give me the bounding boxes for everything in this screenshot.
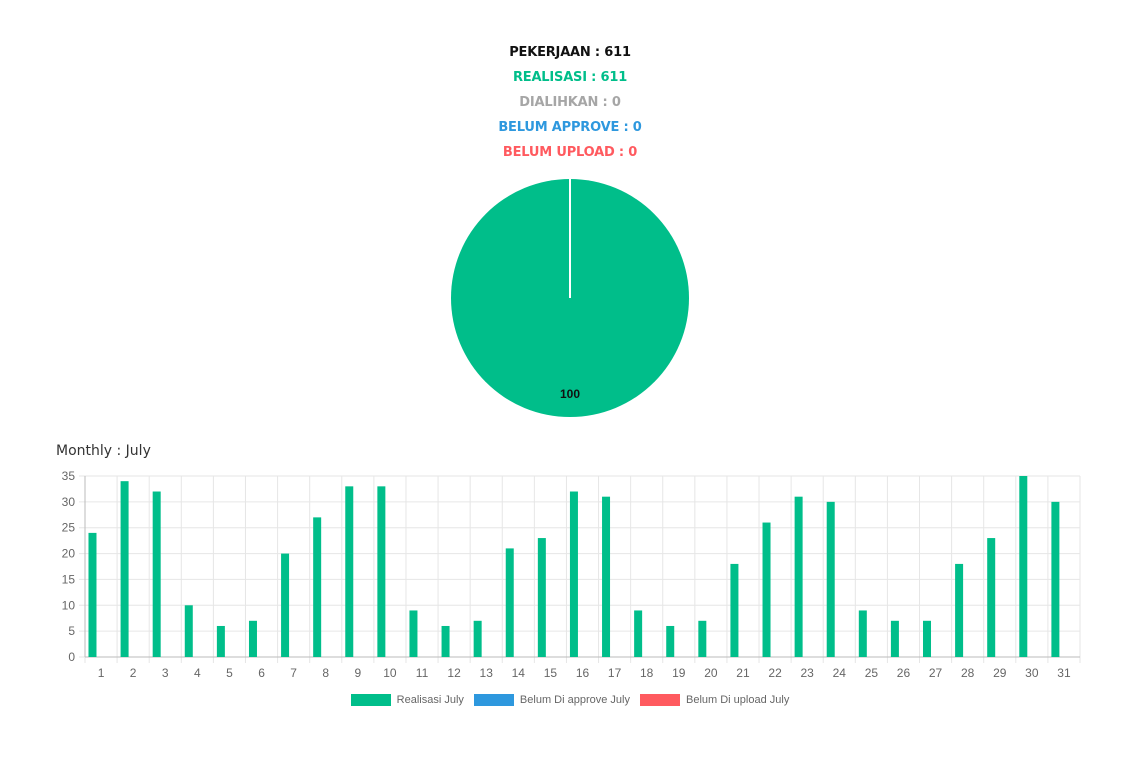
x-tick-label: 15 xyxy=(544,666,558,680)
bar-realisasi-july-15[interactable] xyxy=(537,538,546,657)
x-tick-label: 2 xyxy=(130,666,137,680)
x-tick-label: 26 xyxy=(897,666,911,680)
bar-realisasi-july-6[interactable] xyxy=(248,620,257,657)
chart-legend: Realisasi July Belum Di approve July Belum… xyxy=(0,694,1140,706)
bar-realisasi-july-19[interactable] xyxy=(666,625,675,657)
x-tick-label: 28 xyxy=(961,666,975,680)
pie-data-label: 100 xyxy=(560,387,580,401)
x-tick-label: 10 xyxy=(383,666,397,680)
x-tick-label: 13 xyxy=(480,666,494,680)
y-tick-label: 35 xyxy=(62,469,76,483)
y-tick-label: 30 xyxy=(62,495,76,509)
legend-item[interactable]: Belum Di upload July xyxy=(639,694,790,706)
legend-label: Belum Di upload July xyxy=(685,694,790,706)
legend-swatch xyxy=(350,694,391,706)
x-tick-label: 21 xyxy=(736,666,750,680)
dialihkan-total: DIALIHKAN : 0 xyxy=(519,95,621,110)
x-tick-label: 30 xyxy=(1025,666,1039,680)
x-tick-label: 24 xyxy=(833,666,847,680)
bar-realisasi-july-1[interactable] xyxy=(88,532,97,657)
bar-realisasi-july-22[interactable] xyxy=(762,522,771,657)
x-tick-label: 19 xyxy=(672,666,686,680)
y-tick-label: 5 xyxy=(68,624,75,638)
y-tick-label: 20 xyxy=(62,547,76,561)
x-tick-label: 9 xyxy=(354,666,361,680)
x-tick-label: 3 xyxy=(162,666,169,680)
y-tick-label: 25 xyxy=(62,521,76,535)
x-tick-label: 4 xyxy=(194,666,201,680)
x-tick-label: 8 xyxy=(322,666,329,680)
y-tick-label: 0 xyxy=(68,650,75,664)
legend-label: Belum Di approve July xyxy=(519,694,630,706)
legend-label: Realisasi July xyxy=(396,694,464,706)
x-tick-label: 31 xyxy=(1057,666,1071,680)
bar-realisasi-july-13[interactable] xyxy=(473,620,482,657)
bar-realisasi-july-3[interactable] xyxy=(152,491,161,657)
x-tick-label: 20 xyxy=(704,666,718,680)
x-tick-label: 23 xyxy=(800,666,814,680)
bar-realisasi-july-11[interactable] xyxy=(409,610,418,657)
x-tick-label: 16 xyxy=(576,666,590,680)
bar-realisasi-july-29[interactable] xyxy=(987,538,996,657)
bar-realisasi-july-10[interactable] xyxy=(377,486,386,657)
belum-approve-total: BELUM APPROVE : 0 xyxy=(498,120,642,135)
x-tick-label: 6 xyxy=(258,666,265,680)
bar-realisasi-july-17[interactable] xyxy=(602,496,611,657)
x-tick-label: 5 xyxy=(226,666,233,680)
bar-realisasi-july-8[interactable] xyxy=(313,517,322,657)
bar-realisasi-july-25[interactable] xyxy=(858,610,867,657)
bar-realisasi-july-27[interactable] xyxy=(923,620,932,657)
legend-swatch xyxy=(639,694,680,706)
bar-realisasi-july-26[interactable] xyxy=(890,620,899,657)
bar-realisasi-july-28[interactable] xyxy=(955,563,964,657)
x-tick-label: 12 xyxy=(447,666,461,680)
bar-realisasi-july-14[interactable] xyxy=(505,548,514,657)
x-tick-label: 11 xyxy=(416,666,429,680)
legend-swatch xyxy=(473,694,514,706)
summary-block: PEKERJAAN : 611 REALISASI : 611 DIALIHKA… xyxy=(0,40,1140,165)
y-tick-label: 15 xyxy=(62,572,76,586)
legend-item[interactable]: Belum Di approve July xyxy=(473,694,630,706)
x-tick-label: 18 xyxy=(640,666,654,680)
bar-realisasi-july-23[interactable] xyxy=(794,496,803,657)
x-tick-label: 27 xyxy=(929,666,943,680)
bar-realisasi-july-18[interactable] xyxy=(634,610,643,657)
bar-realisasi-july-4[interactable] xyxy=(184,605,193,657)
bar-realisasi-july-9[interactable] xyxy=(345,486,354,657)
x-tick-label: 7 xyxy=(290,666,297,680)
realisasi-total: REALISASI : 611 xyxy=(512,70,628,85)
bar-realisasi-july-24[interactable] xyxy=(826,501,835,657)
x-tick-label: 1 xyxy=(98,666,105,680)
pie-chart: 100 xyxy=(451,179,689,417)
bar-realisasi-july-12[interactable] xyxy=(441,625,450,657)
bar-realisasi-july-30[interactable] xyxy=(1019,476,1028,657)
bar-realisasi-july-21[interactable] xyxy=(730,563,739,657)
bar-realisasi-july-5[interactable] xyxy=(216,625,225,657)
bar-realisasi-july-7[interactable] xyxy=(281,553,290,657)
bar-realisasi-july-20[interactable] xyxy=(698,620,707,657)
monthly-title: Monthly : July xyxy=(56,443,151,459)
legend-item[interactable]: Realisasi July xyxy=(350,694,464,706)
y-tick-label: 10 xyxy=(62,598,76,612)
bar-realisasi-july-16[interactable] xyxy=(569,491,578,657)
bar-realisasi-july-2[interactable] xyxy=(120,481,129,657)
x-tick-label: 17 xyxy=(608,666,622,680)
x-tick-label: 14 xyxy=(512,666,526,680)
x-tick-label: 29 xyxy=(993,666,1007,680)
pekerjaan-total: PEKERJAAN : 611 xyxy=(509,45,631,60)
x-tick-label: 22 xyxy=(768,666,782,680)
bar-realisasi-july-31[interactable] xyxy=(1051,501,1060,657)
x-tick-label: 25 xyxy=(865,666,879,680)
belum-upload-total: BELUM UPLOAD : 0 xyxy=(502,145,638,160)
